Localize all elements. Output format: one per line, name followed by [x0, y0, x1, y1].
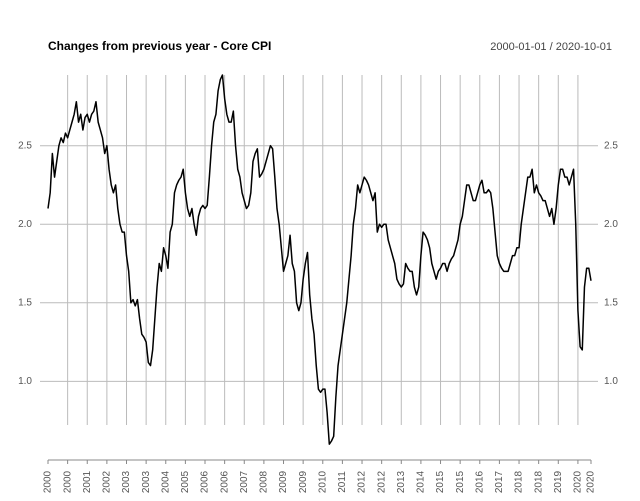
- data-line: [47, 74, 592, 445]
- x-tick-label: 2020: [586, 470, 597, 493]
- x-tick-label: 2012: [376, 470, 387, 493]
- x-tick-label: 2009: [298, 470, 309, 493]
- x-tick-label: 2018: [514, 470, 525, 493]
- chart-title: Changes from previous year - Core CPI: [48, 39, 271, 53]
- x-tick-label: 2020: [573, 470, 584, 493]
- y-tick-label-right: 1.5: [604, 297, 618, 308]
- y-tick-label-right: 2.5: [604, 140, 618, 151]
- x-tick-label: 2006: [219, 470, 230, 493]
- y-tick-label: 2.0: [18, 219, 32, 230]
- x-tick-label: 2012: [357, 470, 368, 493]
- x-tick-label: 2002: [102, 470, 113, 493]
- y-tick-label: 2.5: [18, 140, 32, 151]
- x-tick-label: 2011: [337, 471, 348, 493]
- x-tick-label: 2010: [317, 470, 328, 493]
- x-tick-label: 2015: [435, 470, 446, 493]
- x-tick-label: 2013: [396, 470, 407, 493]
- x-tick-label: 2001: [82, 470, 93, 493]
- x-tick-label: 2008: [259, 470, 270, 493]
- y-tick-label-right: 2.0: [604, 219, 618, 230]
- x-tick-label: 2017: [494, 470, 505, 493]
- x-tick-label: 2014: [416, 470, 427, 493]
- x-tick-label: 2018: [533, 470, 544, 493]
- x-tick-label: 2000: [62, 470, 73, 493]
- x-tick-label: 2009: [278, 470, 289, 493]
- x-tick-label: 2007: [239, 470, 250, 493]
- x-tick-label: 2005: [180, 470, 191, 493]
- y-tick-label: 1.0: [18, 376, 32, 387]
- chart-subtitle: 2000-01-01 / 2020-10-01: [490, 41, 612, 53]
- x-tick-label: 2000: [43, 470, 54, 493]
- x-tick-label: 2019: [553, 470, 564, 493]
- x-tick-label: 2004: [160, 470, 171, 493]
- x-tick-label: 2015: [455, 470, 466, 493]
- y-tick-label: 1.5: [18, 297, 32, 308]
- x-tick-label: 2016: [474, 470, 485, 493]
- x-tick-label: 2003: [121, 470, 132, 493]
- y-tick-label-right: 1.0: [604, 376, 618, 387]
- x-tick-label: 2003: [141, 470, 152, 493]
- x-tick-label: 2006: [200, 470, 211, 493]
